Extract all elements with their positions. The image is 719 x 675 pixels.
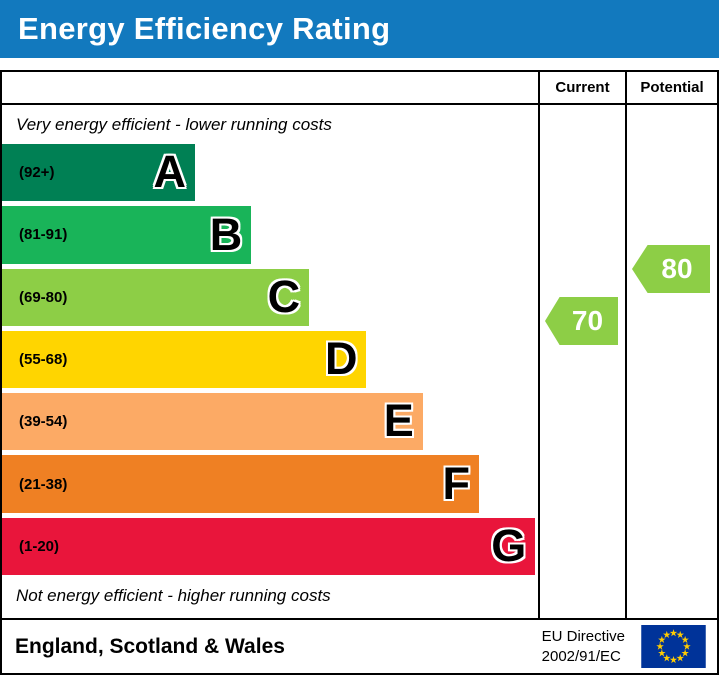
potential-column-header: Potential — [625, 72, 717, 105]
band-range-label: (69-80) — [19, 288, 68, 306]
band-row: (92+) A — [2, 144, 538, 202]
bottom-note: Not energy efficient - higher running co… — [16, 586, 331, 605]
band-bar: (21-38) F — [2, 455, 480, 513]
band-bar: (69-80) C — [2, 268, 310, 326]
band-row: (55-68) D — [2, 330, 538, 389]
potential-rating-arrow: 80 — [632, 245, 710, 293]
band-range-label: (55-68) — [19, 350, 68, 368]
potential-column-body: 80 — [625, 105, 717, 618]
band-bar: (55-68) D — [2, 330, 367, 389]
rating-table: Current Potential Very energy efficient … — [0, 70, 719, 620]
top-note: Very energy efficient - lower running co… — [16, 115, 332, 134]
current-rating-arrow: 70 — [545, 297, 618, 345]
potential-rating-value: 80 — [661, 253, 693, 284]
title-bar: Energy Efficiency Rating — [0, 0, 719, 58]
band-bar: (92+) A — [2, 144, 195, 202]
current-rating-value: 70 — [571, 305, 604, 336]
band-range-label: (92+) — [19, 164, 55, 182]
band-row: (39-54) E — [2, 393, 538, 451]
page-title: Energy Efficiency Rating — [18, 11, 391, 46]
current-column-header: Current — [538, 72, 625, 105]
bands-panel: Very energy efficient - lower running co… — [2, 105, 538, 618]
band-range-label: (81-91) — [19, 226, 68, 244]
band-range-label: (21-38) — [19, 475, 68, 493]
table-header-spacer — [2, 72, 538, 105]
band-bar: (39-54) E — [2, 393, 423, 451]
bands-container: (92+) A (81-91) B (69-80) C (55-68) D (3… — [2, 141, 538, 580]
band-row: (81-91) B — [2, 206, 538, 264]
band-range-label: (1-20) — [19, 537, 60, 555]
eu-directive-line2: 2002/91/EC — [541, 647, 621, 665]
band-range-label: (39-54) — [19, 413, 68, 431]
band-bar: (1-20) G — [2, 517, 536, 575]
band-letter: G — [491, 519, 527, 571]
eu-directive-line1: EU Directive — [541, 628, 625, 645]
band-row: (1-20) G — [2, 517, 538, 575]
band-row: (69-80) C — [2, 268, 538, 326]
band-bar: (81-91) B — [2, 206, 252, 264]
band-letter: E — [383, 395, 414, 447]
band-letter: C — [267, 270, 301, 322]
current-column-body: 70 — [538, 105, 625, 618]
band-letter: A — [153, 146, 186, 198]
eu-directive-text: EU Directive 2002/91/EC — [542, 627, 638, 666]
band-letter: D — [324, 333, 358, 385]
band-letter: F — [442, 457, 471, 509]
eu-flag-icon — [641, 625, 706, 668]
region-label: England, Scotland & Wales — [15, 634, 285, 658]
footer: England, Scotland & Wales EU Directive 2… — [0, 620, 719, 675]
band-letter: B — [209, 208, 243, 260]
band-row: (21-38) F — [2, 455, 538, 513]
